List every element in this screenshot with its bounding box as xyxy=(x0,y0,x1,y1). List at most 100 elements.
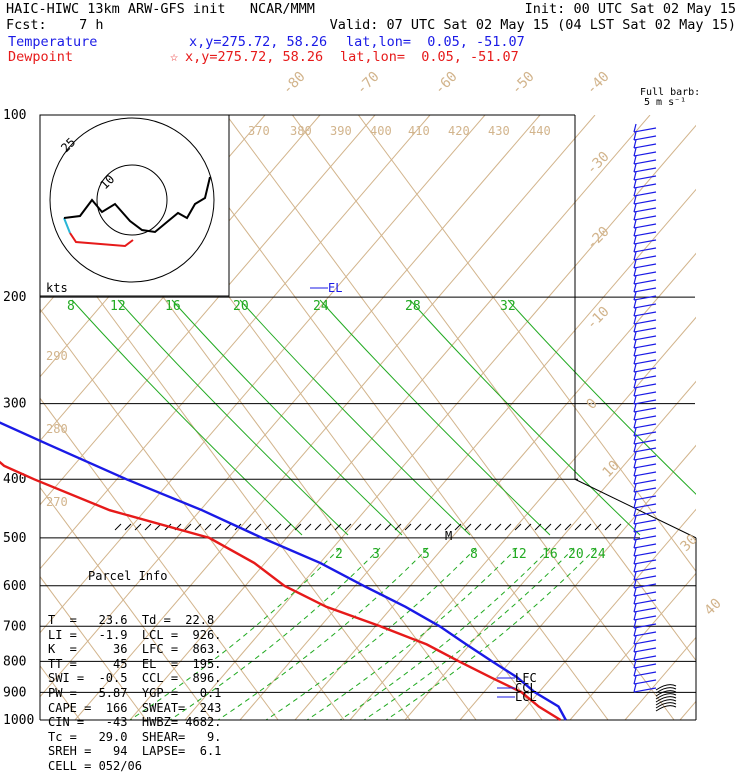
theta-label: 440 xyxy=(529,124,551,138)
hodograph-trace-upper xyxy=(63,176,211,234)
parcel-info-row: CIN = -43 HWBZ= 4682. xyxy=(48,715,222,730)
wind-barb xyxy=(633,511,657,517)
wind-barb xyxy=(633,391,657,397)
wind-barb-flag xyxy=(633,643,637,653)
theta-label: 390 xyxy=(330,124,352,138)
wind-barb-flag xyxy=(633,251,637,261)
hatch-mark xyxy=(144,523,152,531)
hatch-mark xyxy=(474,523,482,531)
wind-barb-flag xyxy=(633,435,637,445)
hodograph-units: kts xyxy=(46,281,68,295)
wind-barb xyxy=(633,663,657,669)
hatch-mark xyxy=(224,523,232,531)
wind-barb-flag xyxy=(633,227,637,237)
wind-barb-flag xyxy=(633,155,637,165)
wind-barb xyxy=(633,183,657,189)
hatch-mark xyxy=(264,523,272,531)
wind-barb-flag xyxy=(633,347,637,357)
pressure-tick-label: 300 xyxy=(3,397,26,412)
pressure-tick-label: 700 xyxy=(3,619,26,634)
mixing-ratio-line-lower xyxy=(265,547,477,720)
wind-barb xyxy=(633,127,657,133)
mixing-ratio-line-upper xyxy=(117,299,349,536)
wind-barb-flag xyxy=(633,675,637,685)
mixing-ratio-label: 20 xyxy=(568,547,584,562)
mixing-ratio-line-upper xyxy=(239,299,471,536)
hatch-mark xyxy=(604,523,612,531)
dry-adiabat-line xyxy=(459,444,696,720)
wind-barb xyxy=(633,567,657,573)
wind-barb xyxy=(633,687,657,693)
wind-barb-flag xyxy=(633,139,637,149)
wind-barb-flag xyxy=(633,635,637,645)
mixing-ratio-line-lower xyxy=(169,547,381,720)
hatch-mark xyxy=(584,523,592,531)
hatch-mark xyxy=(424,523,432,531)
pressure-tick-label: 200 xyxy=(3,290,26,305)
dry-adiabat-line xyxy=(40,115,321,442)
wind-barb-flag xyxy=(633,467,637,477)
hatch-mark xyxy=(494,523,502,531)
isotherm-label: -50 xyxy=(509,69,538,98)
wind-barb xyxy=(633,495,657,501)
parcel-info-row: T = 23.6 Td = 22.8 xyxy=(48,612,215,627)
hatch-mark xyxy=(134,523,142,531)
parcel-info-row: SWI = -0.5 CCL = 896. xyxy=(48,671,222,686)
wind-barb-flag xyxy=(633,283,637,293)
hatch-mark xyxy=(464,523,472,531)
dry-adiabat-line xyxy=(349,316,696,720)
theta-label: 410 xyxy=(408,124,430,138)
wind-barb-flag xyxy=(633,179,637,189)
wind-barb-flag xyxy=(633,611,637,621)
mixing-ratio-label: 16 xyxy=(165,299,181,314)
wind-barb-flag xyxy=(633,659,637,669)
wind-barb-flag xyxy=(633,451,637,461)
dewpoint-latlon: lat,lon= 0.05, -51.07 xyxy=(340,49,519,65)
wind-barb-flag xyxy=(633,419,637,429)
hatch-mark xyxy=(444,523,452,531)
wind-barb xyxy=(633,679,657,685)
dry-adiabat-line xyxy=(40,115,486,634)
mixing-ratio-label: 2 xyxy=(335,547,343,562)
dry-adiabat-line xyxy=(40,115,376,506)
wind-barb xyxy=(633,615,657,621)
isotherm-line xyxy=(357,115,696,573)
wind-barb-flag xyxy=(633,531,637,541)
mixing-ratio-line-upper xyxy=(409,299,641,536)
isotherm-label: -70 xyxy=(354,69,383,98)
parcel-info-row: CAPE = 166 SWEAT= 243 xyxy=(48,700,222,715)
wind-barb-flag xyxy=(633,627,637,637)
wind-barb-low xyxy=(655,705,677,712)
mixing-ratio-line-lower xyxy=(385,547,597,720)
wind-barb-flag xyxy=(633,299,637,309)
hatch-mark xyxy=(524,523,532,531)
dewpoint-star-icon: ☆ xyxy=(170,49,179,65)
wind-barb xyxy=(633,639,657,645)
wind-barb xyxy=(633,383,657,389)
wind-barb-flag xyxy=(633,603,637,613)
wind-barb xyxy=(633,423,657,429)
temperature-legend-label: Temperature xyxy=(8,34,98,50)
wind-barb xyxy=(633,647,657,653)
wind-barb-flag xyxy=(633,547,637,557)
pressure-tick-label: 800 xyxy=(3,654,26,669)
isotherm-label: -10 xyxy=(584,304,613,333)
wind-barb xyxy=(633,591,657,597)
dry-adiabat-line xyxy=(735,115,740,720)
theta-label: 270 xyxy=(46,495,68,509)
wind-barb xyxy=(633,335,657,341)
wind-barb xyxy=(633,535,657,541)
hatch-mark xyxy=(574,523,582,531)
wind-barb xyxy=(633,431,657,437)
hatch-mark xyxy=(564,523,572,531)
mixing-ratio-label: 20 xyxy=(233,299,249,314)
hatch-mark xyxy=(334,523,342,531)
wind-barb xyxy=(633,527,657,533)
theta-label: 420 xyxy=(448,124,470,138)
hatch-mark xyxy=(614,523,622,531)
dry-adiabat-line xyxy=(679,700,696,720)
level-label-m: M xyxy=(445,529,452,543)
wind-barb xyxy=(633,607,657,613)
hatch-mark xyxy=(284,523,292,531)
